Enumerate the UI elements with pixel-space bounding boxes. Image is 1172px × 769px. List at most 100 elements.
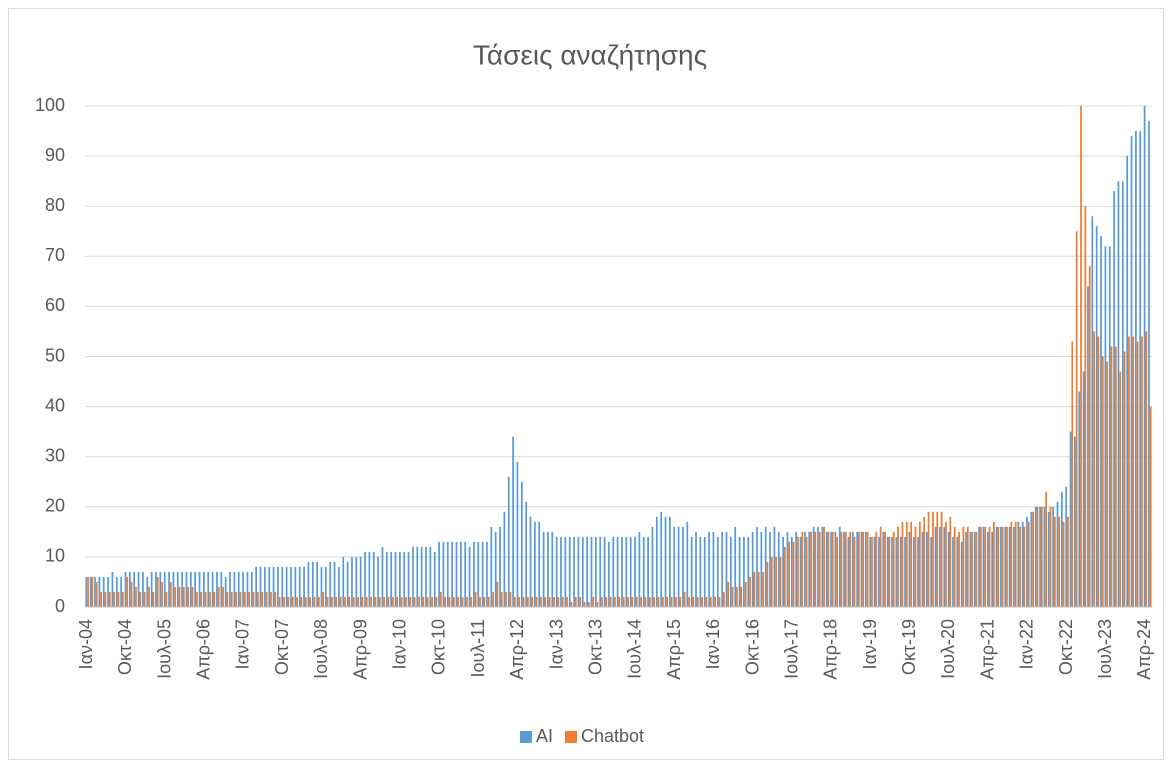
bar [878,536,880,607]
bar [621,536,623,607]
bar [856,531,859,607]
bar [178,586,181,607]
bar [257,591,259,607]
bar [1065,486,1068,607]
bar [444,596,447,607]
bar [808,531,811,607]
bar [1075,231,1078,607]
bar [590,536,593,607]
bar [142,571,144,607]
bar [1106,361,1109,607]
bar [762,571,764,607]
bar [716,536,719,607]
bar [220,571,223,607]
bar [978,526,980,607]
bar [712,531,715,607]
bar [1123,351,1126,607]
bar [355,556,358,607]
bar [1126,156,1129,607]
bar [368,551,371,607]
x-tick-label: Απρ-21 [977,619,997,680]
bar [952,536,954,607]
bar [1045,491,1048,607]
bar [176,571,179,607]
bar [551,531,554,607]
bar [729,536,732,607]
bar [172,571,175,607]
bar [133,571,136,607]
bar [973,531,976,607]
bar [503,511,506,607]
bar [690,536,693,607]
bar [1067,516,1069,607]
bar [958,531,960,607]
bar [965,531,967,607]
bar [412,546,414,607]
bar [843,531,845,607]
bar [904,536,906,607]
bar [1101,356,1104,607]
bar [453,596,455,607]
legend-swatch [565,731,578,743]
bar [914,526,917,607]
bar [313,596,316,607]
bar [1148,121,1150,607]
bar [943,526,946,607]
bar [1135,131,1137,608]
bar [270,591,272,607]
bar [481,541,484,607]
bar [670,596,673,607]
bar [435,596,438,607]
bar [102,576,105,607]
bar [1117,181,1120,607]
bar [161,581,163,607]
x-tick-label: Ιαν-19 [860,619,880,669]
bar [324,566,327,607]
bar [688,596,690,607]
bar [949,516,952,607]
bar [1069,431,1072,607]
bar [851,531,854,607]
bar [997,526,1000,607]
bar [128,571,131,607]
x-tick-label: Οκτ-22 [1056,619,1076,675]
bar [971,531,974,607]
bar [281,566,284,607]
bar [605,596,608,607]
bar [490,526,493,607]
bar [113,591,116,607]
bar [261,591,264,607]
bar [635,596,638,607]
x-tick-label: Ιαν-22 [1017,619,1037,669]
bar [298,566,301,607]
bar [126,576,129,607]
bar [962,526,965,607]
bar [108,591,111,607]
bar [226,591,229,607]
bar [217,586,220,607]
bar [679,596,682,607]
bar [1132,336,1135,607]
bar [557,596,560,607]
bar [461,596,464,607]
bar [692,596,695,607]
bar [200,591,203,607]
bar [1023,526,1026,607]
bar [516,461,519,607]
bar [734,526,737,607]
bar [1043,506,1046,607]
bar [975,531,978,607]
bar [513,596,516,607]
bar [213,591,216,607]
bar [932,511,934,607]
bar [895,536,898,607]
x-tick-label: Οκτ-04 [115,619,135,675]
bar [194,571,197,607]
bar [566,596,568,607]
bar [884,531,886,607]
bar [117,591,120,607]
bar [274,591,277,607]
legend-swatch [520,731,532,743]
bar [574,596,577,607]
